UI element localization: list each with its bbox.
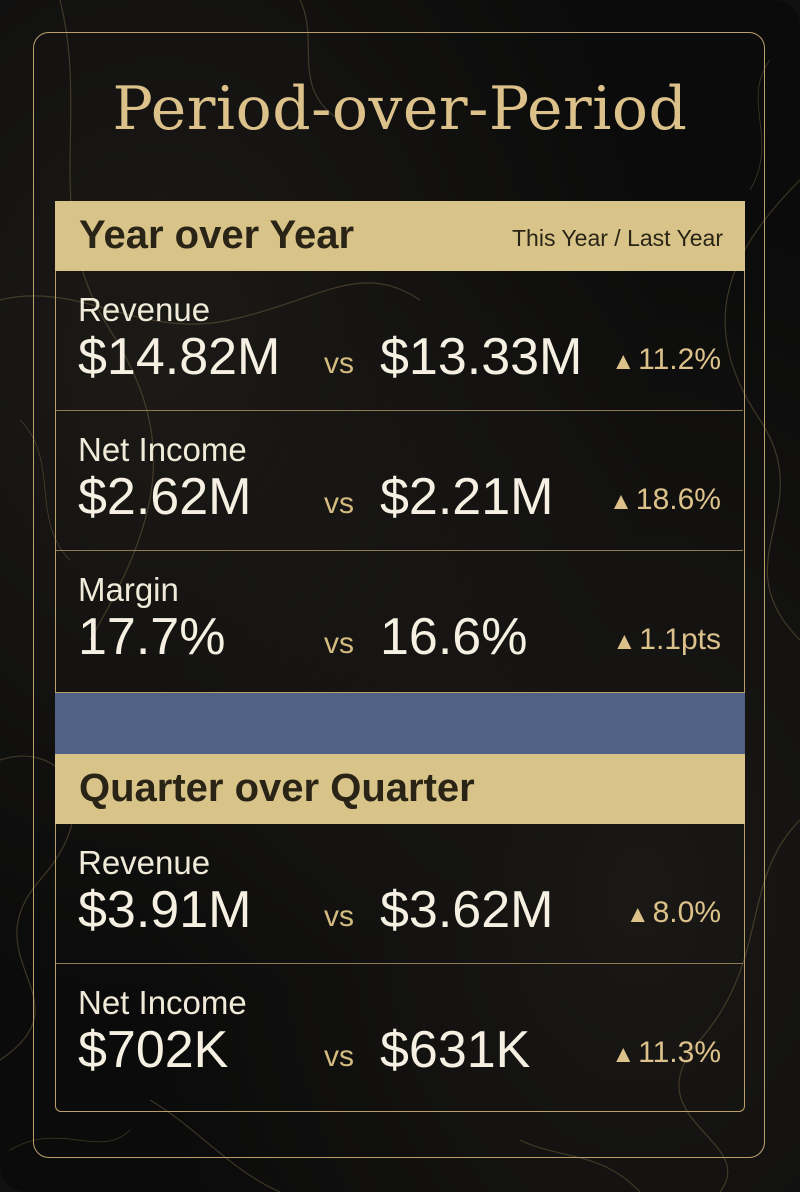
vs-label: vs xyxy=(324,1040,354,1073)
current-value: $2.62M xyxy=(78,468,252,526)
change-badge: ▲ 11.3% xyxy=(611,1036,721,1070)
triangle-up-icon: ▲ xyxy=(611,348,636,375)
qoq-row-revenue: Revenue $3.91M vs $3.62M ▲ 8.0% xyxy=(56,824,743,964)
section-separator xyxy=(55,693,745,754)
vs-label: vs xyxy=(324,347,354,380)
triangle-up-icon: ▲ xyxy=(609,488,633,515)
change-badge: ▲ 11.2% xyxy=(611,343,721,377)
metric-label: Net Income xyxy=(78,431,247,468)
qoq-panel: Revenue $3.91M vs $3.62M ▲ 8.0% Net Incom… xyxy=(55,824,745,1112)
triangle-up-icon: ▲ xyxy=(611,1041,636,1068)
change-value: 11.3% xyxy=(638,1036,721,1069)
previous-value: $3.62M xyxy=(380,881,554,939)
vs-label: vs xyxy=(324,487,354,520)
previous-value: 16.6% xyxy=(380,608,528,666)
vs-label: vs xyxy=(324,627,354,660)
change-value: 11.2% xyxy=(638,343,721,376)
yoy-legend: This Year / Last Year xyxy=(512,225,723,251)
triangle-up-icon: ▲ xyxy=(612,628,637,655)
change-badge: ▲ 18.6% xyxy=(609,483,721,517)
change-value: 8.0% xyxy=(652,896,721,929)
current-value: $14.82M xyxy=(78,328,281,386)
page-title: Period-over-Period xyxy=(112,74,688,144)
previous-value: $2.21M xyxy=(380,468,554,526)
yoy-row-net-income: Net Income $2.62M vs $2.21M ▲ 18.6% xyxy=(56,411,743,551)
yoy-section-title: Year over Year xyxy=(79,213,355,257)
change-badge: ▲ 1.1pts xyxy=(613,623,722,657)
current-value: 17.7% xyxy=(78,608,226,666)
current-value: $702K xyxy=(78,1021,229,1079)
previous-value: $13.33M xyxy=(380,328,583,386)
yoy-section-header: Year over Year This Year / Last Year xyxy=(55,201,745,271)
qoq-section-header: Quarter over Quarter xyxy=(55,754,745,824)
change-value: 1.1pts xyxy=(639,623,721,656)
current-value: $3.91M xyxy=(78,881,252,939)
change-badge: ▲ 8.0% xyxy=(626,896,721,930)
metric-label: Margin xyxy=(78,571,179,608)
metric-label: Revenue xyxy=(78,291,211,328)
qoq-section-title: Quarter over Quarter xyxy=(79,766,475,810)
metric-label: Revenue xyxy=(78,844,211,881)
yoy-panel: Revenue $14.82M vs $13.33M ▲ 11.2% Net In… xyxy=(55,271,745,693)
yoy-row-revenue: Revenue $14.82M vs $13.33M ▲ 11.2% xyxy=(56,271,743,411)
qoq-row-net-income: Net Income $702K vs $631K ▲ 11.3% xyxy=(56,964,743,1104)
change-value: 18.6% xyxy=(635,483,721,516)
gold-frame xyxy=(33,32,765,1158)
previous-value: $631K xyxy=(380,1021,531,1079)
vs-label: vs xyxy=(324,900,354,933)
metric-label: Net Income xyxy=(78,984,247,1021)
yoy-row-margin: Margin 17.7% vs 16.6% ▲ 1.1pts xyxy=(56,551,743,691)
triangle-up-icon: ▲ xyxy=(625,901,650,928)
